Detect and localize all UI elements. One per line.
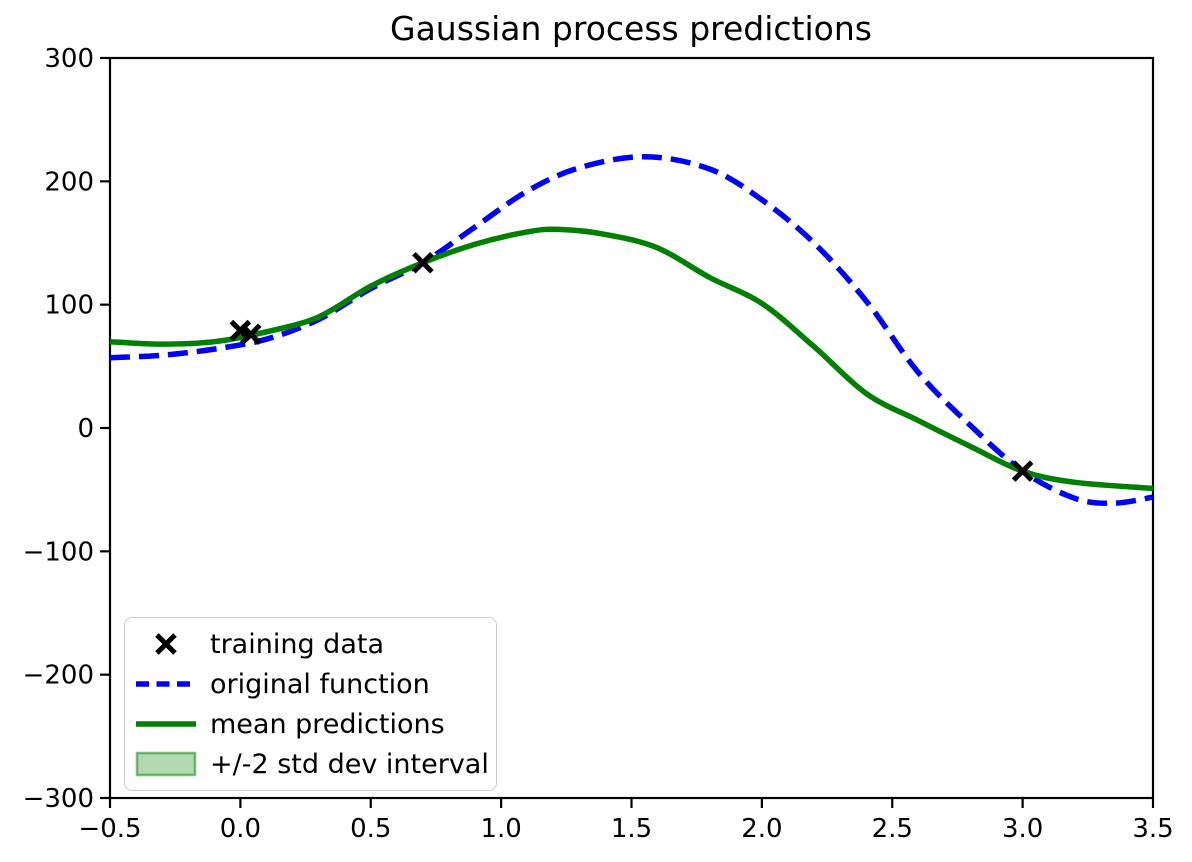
mean-predictions-line <box>110 226 1153 492</box>
x-tick-label: 2.0 <box>741 814 782 844</box>
legend-label: original function <box>210 668 430 700</box>
x-tick-label: 3.5 <box>1132 814 1173 844</box>
x-tick-label: 1.0 <box>480 814 521 844</box>
training-point-marker <box>240 323 262 346</box>
legend-label: +/-2 std dev interval <box>210 748 489 780</box>
legend-item-training-data: training data <box>134 630 490 658</box>
legend: training data original function mean pre… <box>124 617 497 791</box>
axes-layer: −0.5 0.0 0.5 1.0 1.5 2.0 2.5 3.0 3.5 300 200 100 0 −1… <box>23 44 1174 844</box>
y-tick-label: 0 <box>77 414 94 444</box>
y-tick-label: −100 <box>23 537 94 567</box>
series-layer <box>110 153 1153 507</box>
training-point-marker <box>1011 460 1034 482</box>
x-tick-label: 0.0 <box>220 814 261 844</box>
legend-item-std-dev-interval: +/-2 std dev interval <box>134 750 490 778</box>
legend-label: mean predictions <box>210 708 445 740</box>
chart-title: Gaussian process predictions <box>390 9 872 48</box>
legend-label: training data <box>210 628 384 660</box>
y-tick-label: 100 <box>44 291 94 321</box>
y-tick-label: −200 <box>23 661 94 691</box>
y-tick-label: 300 <box>44 44 94 74</box>
x-tick-label: 2.5 <box>872 814 913 844</box>
dashed-line-icon <box>134 670 198 698</box>
legend-item-original-function: original function <box>134 670 490 698</box>
solid-line-icon <box>134 710 198 738</box>
x-tick-label: −0.5 <box>78 814 141 844</box>
marker-layer <box>229 251 1034 482</box>
x-marker-icon <box>134 630 198 658</box>
y-tick-label: 200 <box>44 167 94 197</box>
x-tick-label: 3.0 <box>1002 814 1043 844</box>
y-tick-label: −300 <box>23 784 94 814</box>
x-tick-label: 1.5 <box>611 814 652 844</box>
band-swatch-icon <box>134 750 198 778</box>
original-function-line <box>110 153 1153 507</box>
training-point-marker <box>412 251 434 274</box>
x-tick-label: 0.5 <box>350 814 391 844</box>
legend-item-mean-predictions: mean predictions <box>134 710 490 738</box>
